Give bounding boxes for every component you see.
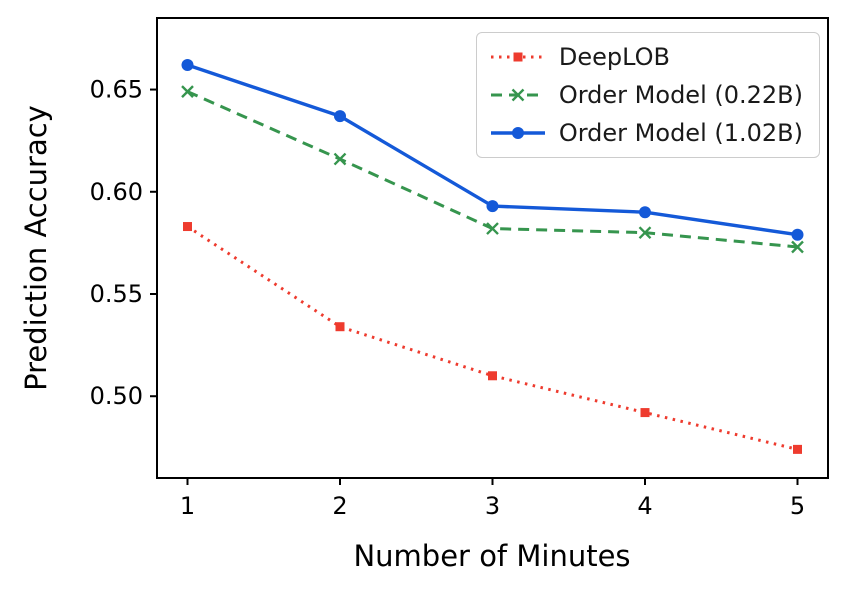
x-tick-label: 5: [790, 492, 805, 520]
series-order-model-0-22b: [181, 85, 804, 254]
marker-circle: [511, 126, 524, 139]
legend-label: Order Model (0.22B): [558, 80, 803, 109]
x-tick-label: 2: [332, 492, 347, 520]
x-tick-label: 4: [637, 492, 652, 520]
series-deeplob: [183, 222, 802, 454]
y-tick-label: 0.50: [90, 382, 143, 410]
marker-circle: [486, 200, 499, 213]
marker-x: [791, 240, 804, 254]
legend-item: Order Model (1.02B): [489, 119, 803, 148]
x-tick-label: 1: [180, 492, 195, 520]
marker-square: [488, 371, 497, 381]
legend-item: DeepLOB: [489, 43, 803, 72]
marker-x: [486, 222, 499, 235]
x-axis-label: Number of Minutes: [353, 539, 631, 573]
marker-square: [513, 52, 523, 62]
y-tick-label: 0.60: [90, 178, 143, 206]
marker-circle: [334, 110, 346, 123]
marker-square: [183, 222, 192, 232]
y-tick-label: 0.55: [90, 280, 143, 308]
y-tick-label: 0.65: [90, 76, 143, 104]
legend-label: Order Model (1.02B): [558, 118, 803, 147]
marker-x: [638, 226, 652, 240]
x-tick-label: 3: [485, 492, 500, 520]
legend-line-sample: [490, 88, 545, 102]
marker-square: [793, 444, 802, 454]
legend-line-sample: [490, 126, 545, 139]
legend: DeepLOB Order Model (0.22B) Order Model (1…: [475, 32, 820, 159]
legend-line-sample: [490, 52, 545, 62]
marker-circle: [791, 228, 804, 241]
y-axis: 0.50 0.55 0.60 0.65: [90, 76, 157, 410]
marker-square: [335, 322, 345, 332]
series-order-model-1-02b: [181, 59, 804, 241]
series-line: [186, 225, 798, 451]
marker-x: [333, 152, 347, 166]
marker-x: [181, 85, 194, 98]
marker-square: [640, 408, 650, 418]
marker-x: [511, 88, 525, 102]
marker-circle: [639, 206, 651, 219]
legend-label: DeepLOB: [558, 43, 670, 71]
y-axis-label: Prediction Accuracy: [19, 105, 53, 391]
legend-item: Order Model (0.22B): [489, 81, 803, 110]
marker-circle: [181, 59, 194, 72]
x-axis: 1 2 3 4 5: [180, 478, 805, 520]
